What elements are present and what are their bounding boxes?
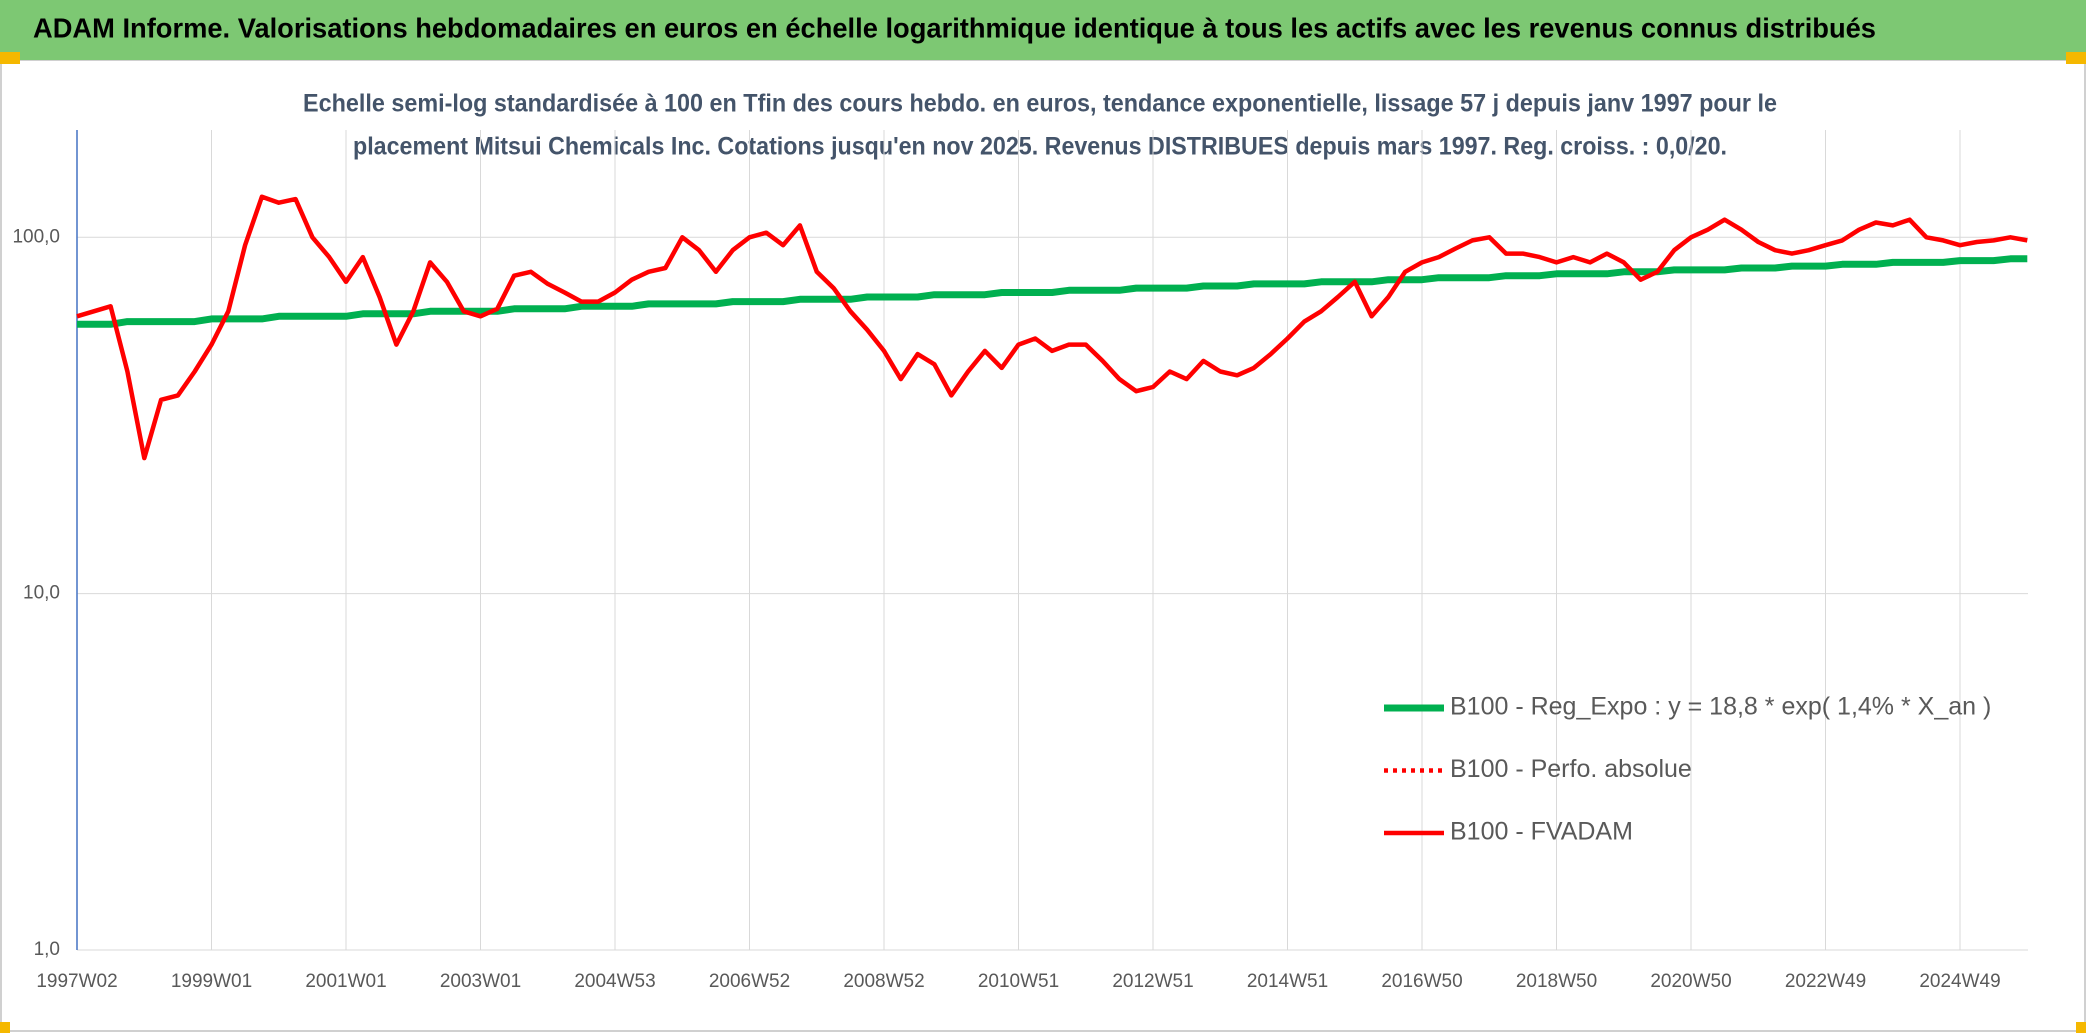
x-tick-label: 2018W50 — [1516, 971, 1597, 992]
corner — [0, 1022, 10, 1033]
chart-subtitle: placement Mitsui Chemicals Inc. Cotation… — [353, 133, 1727, 161]
x-tick-label: 2012W51 — [1112, 971, 1193, 992]
x-tick-label: 2016W50 — [1381, 971, 1462, 992]
corner — [2066, 52, 2086, 64]
series-line — [77, 255, 2028, 328]
x-tick-label: 2004W53 — [574, 971, 655, 992]
header-bar — [0, 0, 2086, 60]
x-tick-label: 2020W50 — [1650, 971, 1731, 992]
corner — [0, 52, 20, 64]
chart-subtitle: Echelle semi-log standardisée à 100 en T… — [303, 90, 1777, 118]
plot-area: 1997W02 1999W01 2001W01 2003W01 2004W53 2006W… — [12, 130, 2028, 992]
x-tick-label: 2003W01 — [440, 971, 521, 992]
x-tick-label: 2008W52 — [843, 971, 924, 992]
y-tick-label: 1,0 — [34, 939, 60, 960]
x-tick-label: 2006W52 — [709, 971, 790, 992]
page-title: ADAM Informe. Valorisations hebdomadaire… — [33, 12, 1876, 43]
series-line — [76, 194, 2028, 461]
y-tick-label: 100,0 — [12, 226, 60, 247]
x-tick-label: 2014W51 — [1247, 971, 1328, 992]
legend-label: B100 - Reg_Expo : y = 18,8 * exp( 1,4% *… — [1450, 693, 1991, 721]
y-tick-label: 10,0 — [23, 583, 60, 604]
corner — [2076, 1022, 2086, 1033]
x-tick-label: 2022W49 — [1785, 971, 1866, 992]
x-tick-label: 1997W02 — [36, 971, 117, 992]
x-tick-label: 1999W01 — [171, 971, 252, 992]
x-tick-label: 2024W49 — [1919, 971, 2000, 992]
x-tick-label: 2001W01 — [305, 971, 386, 992]
x-tick-label: 2010W51 — [978, 971, 1059, 992]
legend-label: B100 - Perfo. absolue — [1450, 755, 1692, 783]
legend-label: B100 - FVADAM — [1450, 818, 1633, 846]
